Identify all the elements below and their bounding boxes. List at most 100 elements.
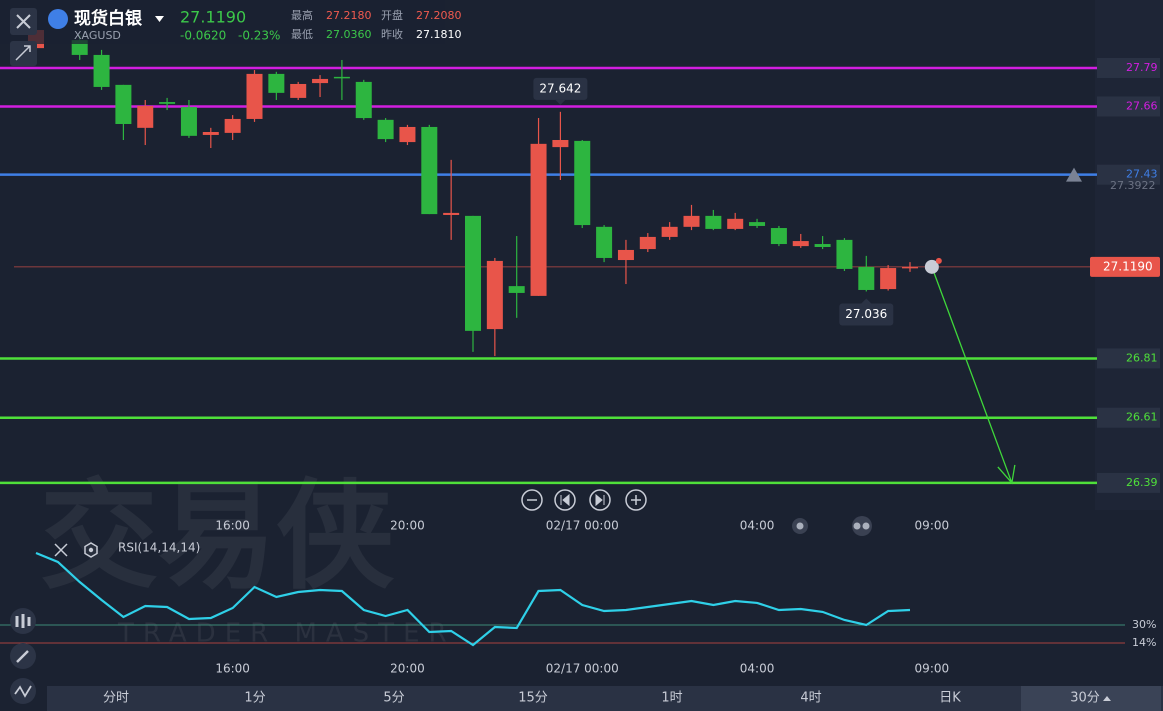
level-label-bg [1097, 407, 1160, 428]
watermark-subtitle: TRADER MASTER [117, 619, 456, 649]
candle-body [224, 118, 241, 133]
candle [902, 262, 918, 272]
rsi-line [35, 551, 911, 647]
candle-body [93, 54, 110, 87]
stat-value: 27.1810 [416, 28, 462, 41]
zoom-in[interactable] [625, 489, 647, 511]
step-forward[interactable] [589, 489, 611, 511]
collapse-button[interactable] [10, 41, 37, 66]
level-label-bg [1097, 57, 1160, 78]
level-label: 26.81 [1126, 351, 1158, 364]
x-tick-label: 20:00 [390, 519, 425, 533]
candle-body [246, 73, 263, 119]
candle [792, 233, 809, 248]
compare-icon[interactable] [852, 516, 872, 536]
candle-body [268, 73, 285, 93]
candle [465, 215, 481, 352]
level-label: 27.43 [1126, 168, 1158, 181]
candle [530, 118, 547, 296]
header-bg [0, 0, 445, 44]
candle [661, 222, 678, 240]
alert-icon[interactable] [1066, 167, 1082, 182]
header-change: -0.0620 [180, 29, 226, 43]
symbol-icon [48, 9, 68, 29]
tool-indicator[interactable] [10, 678, 36, 704]
candle-body [399, 126, 416, 143]
series-name: RSI(14,14,14) [118, 541, 200, 555]
candle-body [902, 266, 918, 269]
annotation-label: 27.642 [539, 81, 581, 95]
tab[interactable]: 4时 [800, 691, 821, 706]
step-back[interactable] [554, 489, 576, 511]
tab[interactable]: 5分 [383, 691, 404, 706]
symbol-title[interactable]: 现货白银 [74, 8, 143, 29]
candle [268, 71, 285, 100]
level-label-bg [1097, 164, 1160, 185]
candle-body [880, 268, 897, 290]
tab[interactable]: 日K [939, 691, 961, 706]
candle [333, 59, 350, 100]
x-tick-label: 02/17 00:00 [546, 662, 619, 676]
projection-arrow [931, 266, 1016, 485]
x-tick-label: 04:00 [740, 519, 775, 533]
tab[interactable]: 15分 [518, 691, 548, 706]
tab[interactable]: 1分 [244, 691, 265, 706]
candle-body [727, 218, 744, 229]
level-label: 27.79 [1126, 61, 1158, 74]
tab-selected-bg [1021, 686, 1161, 711]
level-label: 27.66 [1126, 100, 1158, 113]
candle [137, 99, 154, 146]
stat-label: 最高 [291, 8, 313, 22]
candle [596, 225, 613, 263]
rsi-close[interactable] [54, 543, 68, 557]
tabs: 分时 1分 5分 15分 1时 4时 日K 30分 [103, 686, 1161, 711]
tab-arrow [1103, 696, 1111, 701]
candle-body [574, 140, 591, 226]
level-label-bg [1097, 96, 1160, 117]
candle [880, 265, 897, 291]
candle [377, 118, 394, 143]
candle [443, 159, 460, 240]
tool-draw[interactable] [10, 643, 36, 669]
candle-body [508, 286, 525, 293]
candle [749, 218, 766, 229]
dropdown-icon[interactable] [155, 16, 164, 22]
candle-body [683, 215, 700, 227]
stat-label: 昨收 [381, 27, 403, 41]
tab[interactable]: 30分 [1070, 691, 1100, 706]
header-change-pct: -0.23% [238, 29, 280, 43]
tab[interactable]: 1时 [661, 691, 682, 706]
tool-candles[interactable] [10, 608, 36, 634]
candle [508, 236, 525, 318]
candle-body [486, 260, 503, 330]
stat-value: 27.2180 [326, 9, 372, 22]
rsi-settings[interactable] [84, 542, 98, 558]
close-button[interactable] [10, 8, 37, 35]
stat-value: 27.0360 [326, 28, 372, 41]
candle-body [705, 215, 722, 229]
candle [574, 139, 591, 229]
candle-body [377, 119, 394, 140]
candle-body [749, 222, 766, 226]
annotation-bg [839, 303, 894, 326]
candle-body [290, 83, 307, 98]
candle [705, 209, 722, 231]
candle-body [814, 244, 831, 247]
candle-body [858, 266, 875, 290]
info-marker[interactable] [924, 259, 939, 274]
zoom-out[interactable] [521, 489, 543, 511]
candle [93, 49, 110, 90]
candle-body [465, 215, 481, 331]
x-tick-label: 02/17 00:00 [546, 519, 619, 533]
tab[interactable]: 分时 [103, 691, 129, 706]
stat-value: 27.2080 [416, 9, 462, 22]
candle [770, 225, 787, 247]
y-tick-label: 14% [1132, 636, 1156, 649]
stats: 最高 27.2180 开盘 27.2080 最低 27.0360 昨收 27.1810 [291, 8, 462, 41]
candle [202, 127, 219, 148]
candle [421, 124, 438, 215]
header-price: 27.1190 [180, 8, 246, 27]
candle-body [596, 226, 613, 258]
x-tick-label: 16:00 [215, 519, 250, 533]
